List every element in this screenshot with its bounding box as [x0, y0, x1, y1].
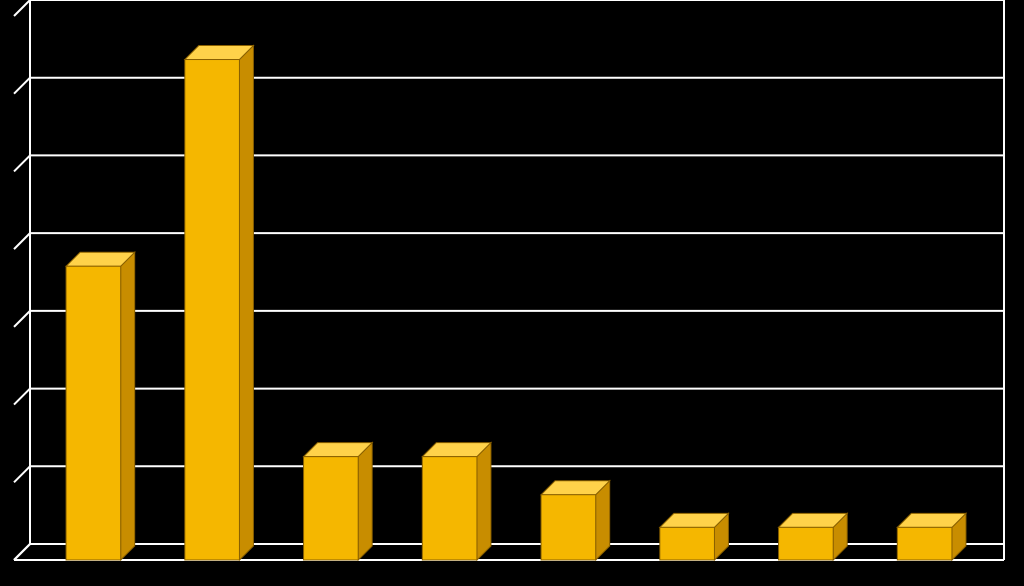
bar — [66, 252, 135, 560]
bar-chart — [0, 0, 1024, 586]
gridline-side — [14, 0, 30, 16]
gridline-side — [14, 78, 30, 94]
bar — [422, 443, 491, 560]
bars — [66, 46, 966, 560]
bar — [779, 513, 848, 560]
gridline-side — [14, 466, 30, 482]
floor — [14, 544, 1004, 560]
bar — [185, 46, 254, 560]
bar — [660, 513, 729, 560]
bar — [541, 481, 610, 560]
bar — [897, 513, 966, 560]
back-wall — [14, 0, 1004, 560]
gridline-side — [14, 389, 30, 405]
bar — [304, 443, 373, 560]
chart-svg — [0, 0, 1024, 586]
gridline-side — [14, 155, 30, 171]
gridline-side — [14, 233, 30, 249]
gridline-side — [14, 311, 30, 327]
